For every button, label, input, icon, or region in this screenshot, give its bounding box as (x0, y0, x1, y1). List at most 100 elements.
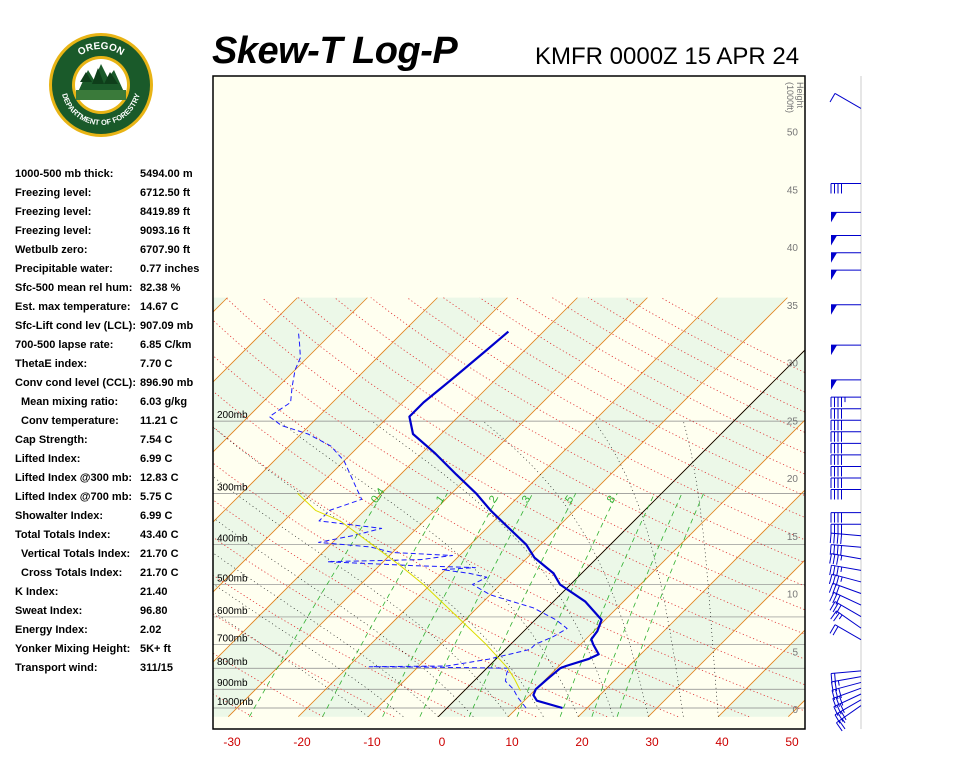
index-label: Energy Index: (15, 624, 88, 636)
index-value: 6.99 C (140, 510, 173, 522)
isotherm-band (858, 298, 960, 717)
wind-barb-feather (836, 566, 839, 577)
wind-barb-feather (829, 624, 836, 634)
wind-barb-feather (834, 673, 836, 684)
index-label: Freezing level: (15, 225, 92, 237)
index-value: 8419.89 ft (140, 206, 191, 218)
wind-barb (831, 544, 862, 548)
index-value: 6.85 C/km (140, 339, 192, 351)
index-label: K Index: (15, 586, 59, 598)
wind-barb (836, 610, 862, 629)
height-tick-label: 5 (792, 647, 798, 658)
wind-barb-feather (830, 610, 837, 620)
dry-adiabat-line (213, 390, 805, 712)
height-axis-label: Height (795, 82, 805, 109)
wind-barb (831, 681, 862, 691)
index-row: Mean mixing ratio: 6.03 g/kg (15, 396, 215, 415)
wind-barb-feather (833, 612, 840, 622)
wind-barb-half-feather (841, 718, 846, 724)
index-row: Freezing level: 9093.16 ft (15, 225, 215, 244)
index-label: ThetaE index: (15, 358, 88, 370)
isotherm-line (508, 419, 805, 717)
wind-barb-feather (832, 593, 838, 604)
wind-barb (831, 564, 862, 571)
mixing-ratio-label: 3 (520, 494, 533, 506)
wind-barb-feather (833, 533, 836, 544)
station-time-label: KMFR 0000Z 15 APR 24 (535, 43, 800, 70)
svg-text:OREGON: OREGON (76, 41, 126, 58)
index-label: Sweat Index: (15, 605, 83, 617)
moist-adiabat-line (371, 420, 614, 717)
index-row: Precipitable water: 0.77 inches (15, 263, 215, 282)
index-value: 5K+ ft (140, 643, 171, 655)
wind-barb-feather (829, 93, 836, 103)
wind-barb (831, 532, 862, 537)
index-label: Lifted Index @700 mb: (15, 491, 133, 503)
index-row: Freezing level: 8419.89 ft (15, 206, 215, 225)
wind-barb (833, 591, 862, 606)
index-value: 7.70 C (140, 358, 173, 370)
index-row: Vertical Totals Index: 21.70 C (15, 548, 215, 567)
wind-barb-pennant (831, 304, 837, 315)
mixing-ratio-label: 2 (487, 494, 500, 506)
index-value: 6707.90 ft (140, 244, 191, 256)
index-value: 12.83 C (140, 472, 179, 484)
index-row: Est. max temperature: 14.67 C (15, 301, 215, 320)
wind-barb-pennant (831, 235, 837, 246)
moist-adiabat-line (279, 420, 579, 717)
wind-barb-pennant (831, 345, 837, 356)
temperature-tick-label: -30 (223, 735, 241, 749)
isotherm-line (718, 629, 805, 717)
index-value: 6.99 C (140, 453, 173, 465)
wind-barb-feather (839, 703, 845, 713)
wind-barb-half-feather (838, 614, 843, 620)
pressure-label: 400mb (217, 534, 248, 545)
index-row: Cross Totals Index: 21.70 C (15, 567, 215, 586)
index-label: Precipitable water: (15, 263, 113, 275)
isotherm-line (213, 297, 368, 453)
index-label: Lifted Index: (15, 453, 81, 465)
index-label: Sfc-500 mean rel hum: (15, 282, 133, 294)
wind-barb-feather (834, 714, 841, 724)
temperature-tick-label: 40 (715, 735, 729, 749)
wind-barb (836, 705, 862, 724)
wind-barb-feather (840, 545, 843, 556)
wind-barb-feather (830, 673, 833, 684)
height-tick-label: 0 (792, 705, 798, 716)
index-label: 700-500 lapse rate: (15, 339, 114, 351)
wind-barb-feather (836, 554, 839, 565)
index-label: Lifted Index @300 mb: (15, 472, 133, 484)
wind-barb-feather (838, 720, 846, 730)
index-row: Sweat Index: 96.80 (15, 605, 215, 624)
moist-adiabat-line (593, 420, 684, 717)
wind-barb-pennant (831, 212, 837, 223)
height-tick-label: 15 (787, 532, 799, 543)
wind-barb-feather (829, 544, 832, 555)
pressure-label: 700mb (217, 633, 248, 644)
chart-title: Skew-T Log-P (212, 30, 458, 72)
height-tick-label: 50 (787, 128, 799, 139)
index-value: 21.70 C (140, 567, 179, 579)
wind-barb-feather (829, 601, 836, 611)
temperature-tick-label: 20 (575, 735, 589, 749)
wind-barb-half-feather (837, 680, 840, 686)
wind-barb-half-feather (840, 555, 843, 561)
wind-barb-feather (836, 533, 839, 544)
mixing-ratio-line (516, 493, 618, 717)
index-label: Wetbulb zero: (15, 244, 88, 256)
index-row: 1000-500 mb thick: 5494.00 m (15, 168, 215, 187)
isotherm-line (788, 699, 805, 717)
index-row: Sfc-Lift cond lev (LCL): 907.09 mb (15, 320, 215, 339)
wind-barbs (828, 76, 862, 732)
dry-adiabat-line (213, 426, 750, 718)
height-tick-label: 35 (787, 301, 799, 312)
wind-barb-feather (840, 711, 847, 721)
pressure-label: 1000mb (217, 697, 254, 708)
wind-barb (831, 676, 862, 683)
index-row: Lifted Index @700 mb: 5.75 C (15, 491, 215, 510)
index-value: 43.40 C (140, 529, 179, 541)
index-label: Sfc-Lift cond lev (LCL): (15, 320, 136, 332)
temperature-line (408, 330, 603, 710)
parcel-line (297, 493, 521, 691)
